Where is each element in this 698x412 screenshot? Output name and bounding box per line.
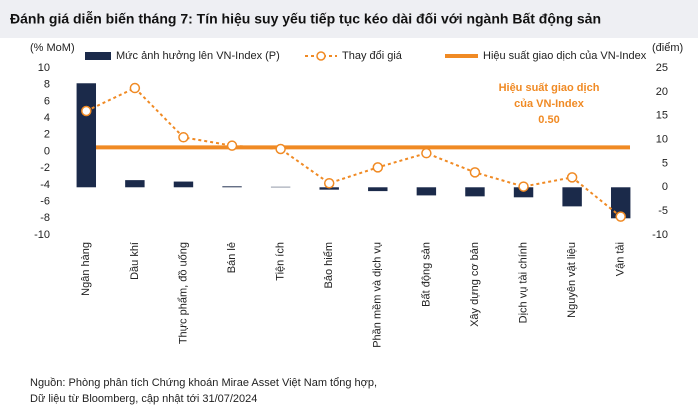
bar [173,181,194,188]
bar [416,187,437,196]
y-tick-label: 0 [44,145,50,157]
line-marker [275,143,286,155]
x-tick-label: Phần mềm và dịch vụ [372,242,384,348]
line-marker [226,140,238,151]
line-marker [469,167,481,178]
line-marker [323,177,335,189]
y2-tick-label: 0 [662,181,668,193]
y2-tick-label: 10 [656,133,668,145]
x-tick-label: Dịch vụ tài chính [517,242,529,323]
line-marker [129,82,141,94]
legend-swatch [85,52,111,60]
x-tick-label: Vận tải [615,242,627,276]
y-axis-label: (% MoM) [30,42,75,54]
annotation-value: 0.50 [538,114,559,126]
y2-axis-label: (điểm) [652,42,683,54]
x-tick-label: Dầu khí [129,242,141,280]
x-tick-label: Bất động sản [420,242,432,307]
line-marker [615,211,626,222]
y-tick-label: 4 [44,112,50,124]
bar [610,187,631,219]
y2-tick-label: -10 [652,229,668,241]
y2-tick-label: 20 [656,86,668,98]
x-tick-label: Xây dựng cơ bản [469,242,481,327]
x-tick-label: Bảo hiểm [323,242,335,288]
line-marker [518,181,529,192]
y-tick-label: 6 [44,95,50,107]
bar [222,186,242,188]
annotation: Hiệu suất giao dịch [499,82,600,94]
bar [76,83,97,188]
bar [125,180,145,188]
y2-tick-label: 5 [662,157,668,169]
bar [562,187,582,207]
line [85,86,622,218]
footnote: Nguồn: Phòng phân tích Chứng khoán Mirae… [30,377,377,389]
line-marker [81,105,92,117]
y-tick-label: -6 [40,196,50,208]
x-tick-label: Tiện ích [275,242,287,281]
y-tick-label: 10 [38,62,50,74]
legend-label: Mức ảnh hưởng lên VN-Index (P) [116,50,280,62]
line-marker [421,147,432,159]
y2-tick-label: 15 [656,110,668,122]
x-tick-label: Bán lẻ [226,242,238,273]
bar [368,187,388,192]
title-band [0,0,698,38]
chart-title: Đánh giá diễn biến tháng 7: Tín hiệu suy… [10,11,601,27]
y-tick-label: -10 [34,229,50,241]
legend-swatch [316,51,326,61]
annotation: của VN-Index [514,98,585,110]
bar [513,187,534,198]
y-tick-label: -4 [40,179,50,191]
footnote: Dữ liệu từ Bloomberg, cập nhật tới 31/07… [30,393,257,405]
x-tick-label: Thực phẩm, đồ uống [177,242,189,344]
x-tick-label: Nguyên vật liệu [566,242,578,318]
y2-tick-label: 25 [656,62,668,74]
x-tick-label: Ngân hàng [80,242,92,296]
y-tick-label: 2 [44,129,50,141]
line-marker [372,162,384,173]
legend-label: Thay đổi giá [342,50,403,62]
line-marker [178,132,189,143]
y-tick-label: -2 [40,162,50,174]
bar [465,187,485,197]
legend-label: Hiệu suất giao dịch của VN-Index [483,50,647,62]
y2-tick-label: -5 [658,205,668,217]
y-tick-label: -8 [40,212,50,224]
line-marker [566,172,578,183]
y-tick-label: 8 [44,79,50,91]
